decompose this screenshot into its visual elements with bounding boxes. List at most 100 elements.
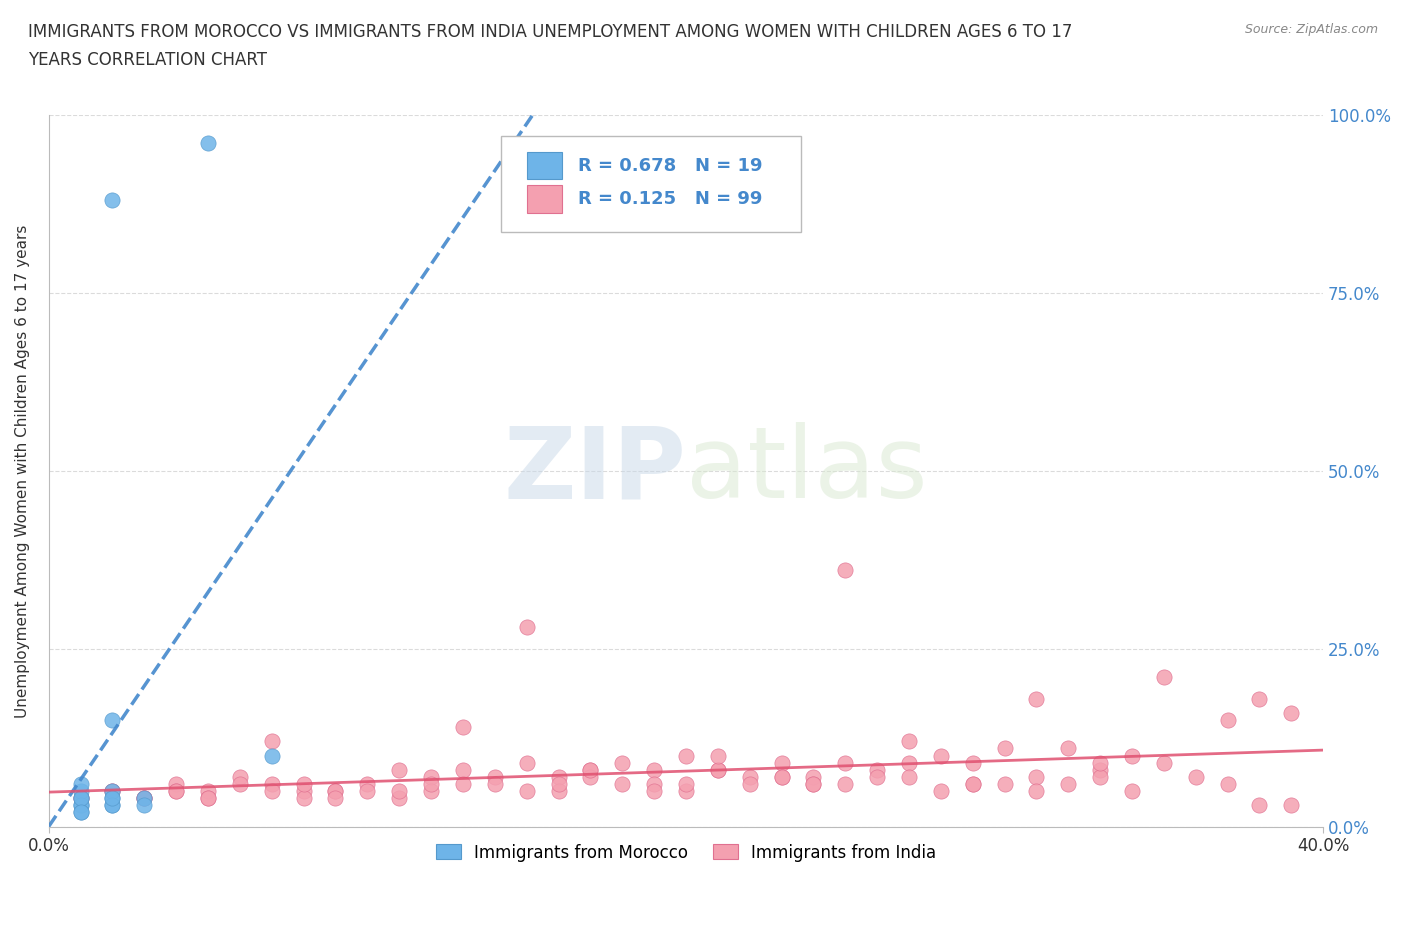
Point [516, 784, 538, 799]
Point [707, 748, 730, 763]
Point [643, 763, 665, 777]
Point [803, 777, 825, 791]
Point [134, 790, 156, 805]
Point [69, 805, 91, 820]
FancyBboxPatch shape [527, 152, 562, 179]
Point [325, 790, 347, 805]
Point [803, 777, 825, 791]
Point [1279, 798, 1302, 813]
Point [1216, 712, 1239, 727]
Point [834, 755, 856, 770]
Point [388, 784, 411, 799]
Point [803, 769, 825, 784]
FancyBboxPatch shape [527, 185, 562, 212]
Point [962, 777, 984, 791]
Point [260, 777, 283, 791]
Point [962, 755, 984, 770]
Point [420, 769, 443, 784]
Point [292, 790, 315, 805]
Point [834, 777, 856, 791]
Point [897, 769, 920, 784]
FancyBboxPatch shape [501, 137, 800, 232]
Point [325, 784, 347, 799]
Point [101, 784, 124, 799]
Point [1025, 769, 1047, 784]
Text: Source: ZipAtlas.com: Source: ZipAtlas.com [1244, 23, 1378, 36]
Point [101, 712, 124, 727]
Text: atlas: atlas [686, 422, 928, 519]
Point [420, 784, 443, 799]
Point [165, 784, 187, 799]
Point [69, 790, 91, 805]
Point [69, 805, 91, 820]
Point [834, 563, 856, 578]
Y-axis label: Unemployment Among Women with Children Ages 6 to 17 years: Unemployment Among Women with Children A… [15, 224, 30, 718]
Point [197, 784, 219, 799]
Point [451, 763, 474, 777]
Point [1216, 777, 1239, 791]
Point [897, 734, 920, 749]
Point [1184, 769, 1206, 784]
Point [770, 769, 793, 784]
Point [229, 777, 252, 791]
Point [516, 620, 538, 635]
Point [866, 763, 889, 777]
Point [134, 798, 156, 813]
Point [292, 777, 315, 791]
Point [69, 798, 91, 813]
Point [516, 755, 538, 770]
Point [388, 763, 411, 777]
Point [69, 790, 91, 805]
Point [707, 763, 730, 777]
Point [197, 790, 219, 805]
Point [929, 784, 952, 799]
Point [643, 777, 665, 791]
Point [612, 777, 634, 791]
Point [1088, 763, 1111, 777]
Point [1057, 777, 1080, 791]
Point [229, 769, 252, 784]
Point [260, 748, 283, 763]
Point [1249, 691, 1271, 706]
Point [547, 769, 569, 784]
Text: ZIP: ZIP [503, 422, 686, 519]
Point [1088, 769, 1111, 784]
Point [451, 777, 474, 791]
Point [69, 798, 91, 813]
Point [993, 741, 1015, 756]
Point [325, 784, 347, 799]
Point [484, 769, 506, 784]
Point [101, 784, 124, 799]
Point [929, 748, 952, 763]
Point [69, 784, 91, 799]
Point [1279, 705, 1302, 720]
Text: R = 0.125   N = 99: R = 0.125 N = 99 [578, 190, 762, 208]
Point [1121, 784, 1143, 799]
Point [101, 790, 124, 805]
Point [547, 777, 569, 791]
Point [484, 777, 506, 791]
Text: IMMIGRANTS FROM MOROCCO VS IMMIGRANTS FROM INDIA UNEMPLOYMENT AMONG WOMEN WITH C: IMMIGRANTS FROM MOROCCO VS IMMIGRANTS FR… [28, 23, 1073, 41]
Point [1025, 784, 1047, 799]
Point [69, 777, 91, 791]
Point [388, 790, 411, 805]
Point [579, 763, 602, 777]
Legend: Immigrants from Morocco, Immigrants from India: Immigrants from Morocco, Immigrants from… [429, 837, 943, 869]
Point [675, 748, 697, 763]
Point [134, 790, 156, 805]
Point [101, 798, 124, 813]
Point [738, 769, 761, 784]
Point [770, 769, 793, 784]
Point [1153, 670, 1175, 684]
Point [101, 798, 124, 813]
Point [770, 755, 793, 770]
Point [356, 784, 378, 799]
Point [260, 784, 283, 799]
Point [993, 777, 1015, 791]
Point [579, 763, 602, 777]
Point [1249, 798, 1271, 813]
Point [1025, 691, 1047, 706]
Point [101, 784, 124, 799]
Point [197, 136, 219, 151]
Point [1153, 755, 1175, 770]
